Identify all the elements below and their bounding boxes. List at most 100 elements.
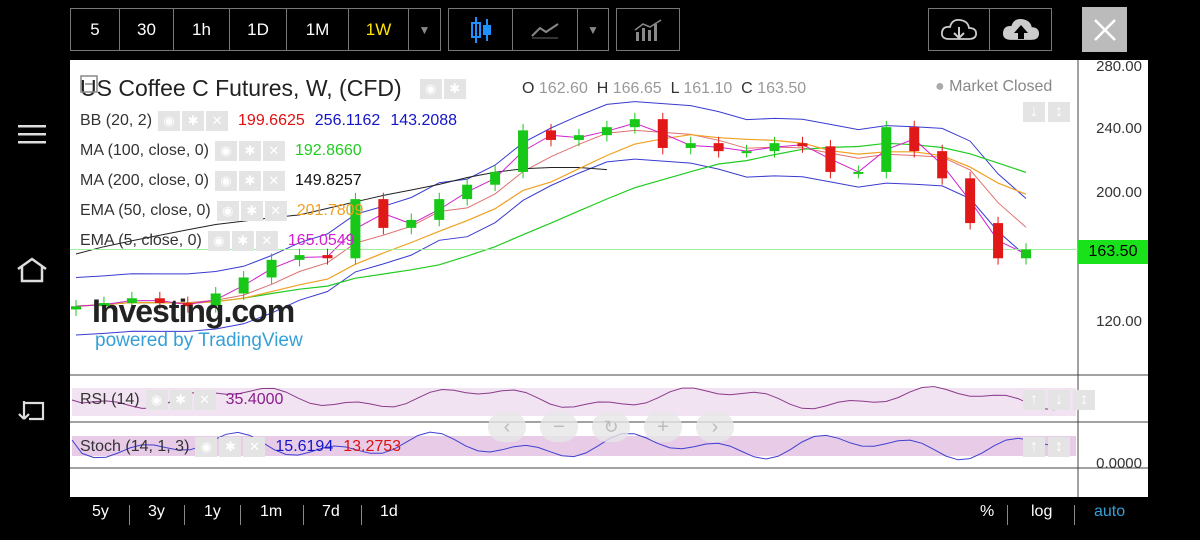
gear-icon[interactable]: ✱ <box>240 201 263 221</box>
close-icon[interactable]: ✕ <box>255 231 278 251</box>
gear-icon[interactable]: ✱ <box>231 231 254 251</box>
cloud-download-icon[interactable] <box>929 9 990 50</box>
time-tick-label: 2023 <box>1045 538 1078 540</box>
close-icon[interactable]: ✕ <box>193 390 216 410</box>
gear-icon[interactable]: ✱ <box>169 390 192 410</box>
arrow-down-icon[interactable]: ↓ <box>1048 390 1070 410</box>
back-icon[interactable] <box>12 390 52 430</box>
scroll-left-icon[interactable]: ‹ <box>488 412 526 442</box>
indicator-name: MA (100, close, 0) <box>80 142 209 159</box>
interval-group: 5 30 1h 1D 1M 1W ▼ <box>70 8 441 51</box>
zoom-in-icon[interactable]: + <box>644 412 682 442</box>
arrow-updown-icon[interactable]: ↕ <box>1048 102 1070 122</box>
candle-body <box>434 199 445 220</box>
arrow-up-icon[interactable]: ↑ <box>1023 437 1045 457</box>
price-tick-120: 120.00 <box>1096 313 1142 330</box>
eye-icon[interactable]: ◉ <box>158 111 181 131</box>
price-tick-280: 280.00 <box>1096 58 1142 75</box>
close-icon[interactable]: ✕ <box>262 141 285 161</box>
range-5y-button[interactable]: 5y <box>92 503 109 520</box>
interval-1d-button[interactable]: 1D <box>230 9 287 50</box>
candle-body <box>518 130 529 172</box>
eye-icon[interactable]: ◉ <box>207 231 230 251</box>
arrow-updown-icon[interactable]: ↕ <box>1048 437 1070 457</box>
indicators-icon[interactable] <box>617 9 679 50</box>
eye-icon[interactable]: ◉ <box>214 141 237 161</box>
gear-icon[interactable]: ✱ <box>443 78 466 99</box>
candle-body <box>322 255 333 259</box>
indicator-name: BB (20, 2) <box>80 112 153 129</box>
rsi-legend: RSI (14) ◉ ✱ ✕ 35.4000 <box>80 390 284 410</box>
zoom-out-icon[interactable]: − <box>540 412 578 442</box>
powered-by-text: powered by TradingView <box>95 330 303 351</box>
candle-body <box>238 277 249 294</box>
title-controls: ◉ ✱ <box>419 78 468 99</box>
eye-icon[interactable]: ◉ <box>419 78 442 99</box>
gear-icon[interactable]: ✱ <box>238 141 261 161</box>
time-tick-label: Apr <box>702 538 725 540</box>
candle-body <box>937 151 948 179</box>
candle-body <box>294 255 305 260</box>
cloud-upload-icon[interactable] <box>990 9 1051 50</box>
candle-body <box>378 199 389 228</box>
indicator-value: 143.2088 <box>390 112 458 129</box>
range-1y-button[interactable]: 1y <box>204 503 221 520</box>
eye-icon[interactable]: ◉ <box>195 437 218 457</box>
interval-1w-button[interactable]: 1W <box>349 9 409 50</box>
scroll-right-icon[interactable]: › <box>696 412 734 442</box>
candle-body <box>182 303 193 307</box>
eye-icon[interactable]: ◉ <box>145 390 168 410</box>
time-tick-label: Jul <box>820 538 839 540</box>
candle-body <box>573 135 584 140</box>
ohlc-readout: O 162.60 H 166.65 L 161.10 C 163.50 <box>522 80 807 97</box>
close-icon[interactable]: ✕ <box>262 171 285 191</box>
range-7d-button[interactable]: 7d <box>322 503 340 520</box>
interval-1h-button[interactable]: 1h <box>174 9 230 50</box>
eye-icon[interactable]: ◉ <box>214 171 237 191</box>
rsi-line <box>71 386 1067 411</box>
percent-scale-button[interactable]: % <box>980 503 995 520</box>
reset-icon[interactable]: ↻ <box>592 412 630 442</box>
close-icon[interactable]: ✕ <box>206 111 229 131</box>
candle-body <box>713 143 724 152</box>
interval-1m-button[interactable]: 1M <box>287 9 349 50</box>
line-chart-icon[interactable] <box>513 9 578 50</box>
interval-30-button[interactable]: 30 <box>120 9 174 50</box>
chart-type-dropdown-chevron-icon[interactable]: ▼ <box>578 9 608 50</box>
arrow-up-icon[interactable]: ↑ <box>1023 390 1045 410</box>
price-chart-svg[interactable] <box>70 60 1148 497</box>
chart-area[interactable]: US Coffee C Futures, W, (CFD) ◉ ✱ O 162.6… <box>70 58 1148 540</box>
auto-scale-button[interactable]: auto <box>1094 503 1126 520</box>
gear-icon[interactable]: ✱ <box>182 111 205 131</box>
menu-icon[interactable] <box>12 114 52 154</box>
price-tick-240: 240.00 <box>1096 120 1142 137</box>
chart-type-group: ▼ <box>448 8 609 51</box>
investing-logo: Investing.com <box>92 293 295 329</box>
candle-body <box>881 127 892 172</box>
candle-body <box>462 184 473 200</box>
home-icon[interactable] <box>12 250 52 290</box>
eye-icon[interactable]: ◉ <box>216 201 239 221</box>
close-icon[interactable]: ✕ <box>264 201 287 221</box>
collapse-legend-icon[interactable] <box>80 75 98 93</box>
arrow-updown-icon[interactable]: ↕ <box>1073 390 1095 410</box>
interval-dropdown-chevron-icon[interactable]: ▼ <box>409 9 440 50</box>
candlestick-chart-icon[interactable] <box>449 9 513 50</box>
cloud-group <box>928 8 1052 51</box>
arrow-down-icon[interactable]: ↓ <box>1023 102 1045 122</box>
gear-icon[interactable]: ✱ <box>219 437 242 457</box>
range-1d-button[interactable]: 1d <box>380 503 398 520</box>
log-scale-button[interactable]: log <box>1031 503 1053 520</box>
time-tick-label: Jul <box>353 538 372 540</box>
range-bar: 5y 3y 1y 1m 7d 1d % log auto <box>70 497 1148 532</box>
gear-icon[interactable]: ✱ <box>238 171 261 191</box>
range-1m-button[interactable]: 1m <box>260 503 283 520</box>
current-price-label: 163.50 <box>1078 240 1148 264</box>
candle-body <box>797 143 808 147</box>
close-icon[interactable]: ✕ <box>243 437 266 457</box>
range-3y-button[interactable]: 3y <box>148 503 165 520</box>
indicator-name: EMA (50, close, 0) <box>80 202 211 219</box>
interval-5-button[interactable]: 5 <box>71 9 120 50</box>
close-button[interactable] <box>1082 7 1127 52</box>
candle-body <box>98 303 109 307</box>
